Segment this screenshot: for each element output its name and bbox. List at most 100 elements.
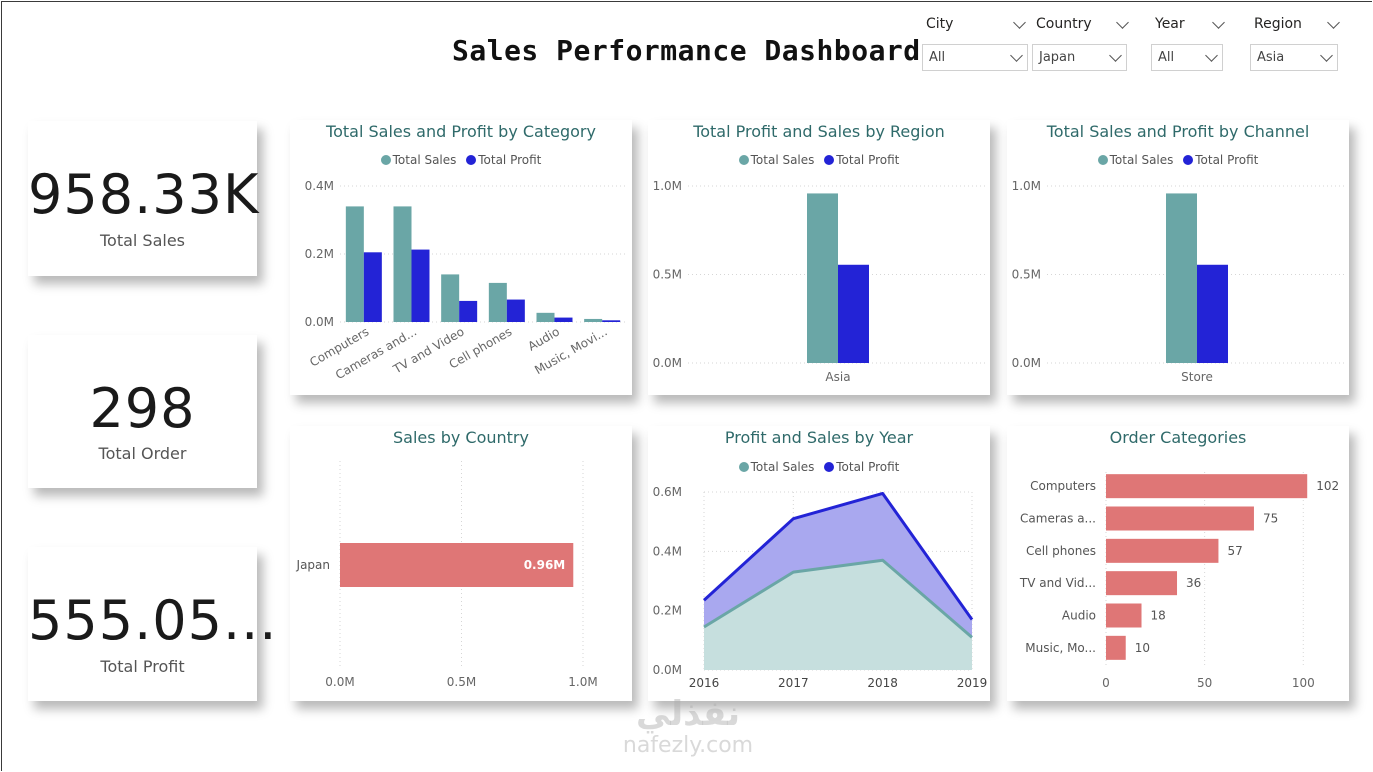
- y-tick-label: 0.4M: [653, 544, 682, 558]
- x-tick-label: 2018: [867, 676, 898, 690]
- x-tick-label: 0.0M: [325, 675, 354, 689]
- kpi-label: Total Sales: [99, 231, 186, 250]
- chart-legend: Total Sales Total Profit: [648, 153, 990, 167]
- data-label: 102: [1316, 479, 1339, 493]
- y-tick-label: 0.2M: [305, 247, 334, 261]
- x-tick-label: Asia: [825, 370, 850, 384]
- bar-sales: [345, 206, 364, 322]
- chart-legend: Total Sales Total Profit: [290, 153, 632, 167]
- bar-sales: [393, 206, 412, 322]
- y-tick-label: 0.5M: [653, 268, 682, 282]
- bar-order: [1106, 474, 1308, 499]
- chart-year: 0.0M 0.2M 0.4M 0.6M 2016 2017 2018 2019: [653, 485, 988, 690]
- chart-title: Order Categories: [1109, 428, 1247, 447]
- kpi-value: 555.05...: [28, 589, 278, 652]
- legend-profit-label: Total Profit: [478, 153, 542, 167]
- chevron-down-icon[interactable]: [1212, 16, 1225, 30]
- slicer-year-dropdown[interactable]: All: [1151, 44, 1223, 71]
- y-tick-label: 0.0M: [1012, 356, 1041, 370]
- kpi-card-total-profit: 555.05... Total Profit: [28, 547, 278, 701]
- bar-sales: [488, 282, 507, 322]
- chart-orders: 0 50 100 Computers 102 Cameras a... 75 Cell pho…: [1019, 472, 1339, 690]
- bar-order: [1106, 603, 1142, 628]
- x-tick-label: Store: [1181, 370, 1213, 384]
- watermark-latin: nafezly.com: [622, 733, 754, 758]
- y-tick-label: TV and Vid...: [1019, 576, 1096, 590]
- x-tick-label: 1.0M: [568, 675, 597, 689]
- chart-channel: 0.0M 0.5M 1.0M Store: [1012, 179, 1347, 384]
- slicer-country[interactable]: Country Japan: [1032, 14, 1129, 74]
- x-tick-label: 2016: [689, 676, 720, 690]
- y-tick-label: 0.0M: [305, 315, 334, 329]
- y-tick-label: 0.2M: [653, 604, 682, 618]
- x-tick-label: Audio: [525, 324, 562, 353]
- bar-profit: [506, 299, 525, 322]
- chart-panel-orders: Order Categories 0 50 100 Computers 102 Camer…: [1007, 426, 1349, 701]
- legend-sales-label: Total Sales: [750, 460, 815, 474]
- x-tick-label: 0: [1102, 676, 1110, 690]
- slicer-region[interactable]: Region Asia: [1250, 14, 1340, 74]
- slicer-year[interactable]: Year All: [1151, 14, 1225, 74]
- x-tick-label: 2019: [957, 676, 988, 690]
- chevron-down-icon: [1010, 49, 1023, 63]
- legend-profit-dot: [1183, 155, 1194, 165]
- chart-panel-channel: Total Sales and Profit by Channel Total …: [1007, 120, 1349, 395]
- kpi-label: Total Profit: [100, 657, 185, 676]
- watermark-arabic: نفذلي: [635, 694, 741, 734]
- x-tick-label: 0.5M: [447, 675, 476, 689]
- legend-sales-dot: [738, 155, 749, 165]
- bar-sales: [807, 193, 838, 363]
- legend-profit-label: Total Profit: [1195, 153, 1259, 167]
- legend-profit-dot: [824, 155, 835, 165]
- kpi-label: Total Order: [98, 444, 187, 463]
- slicer-year-value: All: [1158, 50, 1175, 65]
- slicer-city-value: All: [929, 50, 946, 65]
- slicer-country-label: Country: [1036, 16, 1092, 32]
- chart-panel-category: Total Sales and Profit by Category Total…: [290, 120, 632, 395]
- bar-sales: [584, 318, 603, 322]
- slicer-region-label: Region: [1254, 16, 1302, 32]
- chart-title: Sales by Country: [393, 428, 529, 447]
- slicer-region-value: Asia: [1257, 50, 1285, 65]
- bar-sales: [1166, 193, 1197, 363]
- bar-order: [1106, 538, 1219, 563]
- page-title: Sales Performance Dashboard: [452, 34, 921, 67]
- bar-profit: [838, 264, 869, 363]
- bar-profit: [411, 249, 430, 322]
- chevron-down-icon: [1205, 49, 1218, 63]
- y-tick-label: 1.0M: [653, 179, 682, 193]
- x-tick-label: Cameras and...: [333, 324, 419, 382]
- data-label: 36: [1186, 576, 1201, 590]
- bar-sales: [441, 274, 460, 322]
- y-tick-label: 0.0M: [653, 356, 682, 370]
- x-tick-label: 50: [1197, 676, 1212, 690]
- chevron-down-icon[interactable]: [1116, 16, 1129, 30]
- chevron-down-icon[interactable]: [1327, 16, 1340, 30]
- y-tick-label: 1.0M: [1012, 179, 1041, 193]
- slicer-city[interactable]: City All: [922, 14, 1028, 74]
- chevron-down-icon[interactable]: [1013, 16, 1026, 30]
- y-tick-label: Cameras a...: [1020, 512, 1096, 526]
- y-tick-label: Computers: [1030, 479, 1096, 493]
- data-label: 10: [1135, 641, 1150, 655]
- legend-profit-dot: [824, 462, 835, 472]
- y-tick-label: Japan: [296, 558, 330, 572]
- chart-title: Profit and Sales by Year: [724, 428, 914, 447]
- legend-sales-label: Total Sales: [1109, 153, 1174, 167]
- chart-region: 0.0M 0.5M 1.0M Asia: [653, 179, 988, 384]
- slicer-country-dropdown[interactable]: Japan: [1032, 44, 1127, 71]
- watermark: نفذلي nafezly.com: [598, 694, 778, 758]
- legend-sales-label: Total Sales: [750, 153, 815, 167]
- bar-sales: [536, 312, 555, 322]
- data-label: 75: [1263, 512, 1278, 526]
- chart-panel-country: Sales by Country 0.0M 0.5M 1.0M Japan 0.96M: [290, 426, 632, 701]
- y-tick-label: 0.5M: [1012, 268, 1041, 282]
- slicer-city-dropdown[interactable]: All: [922, 44, 1028, 71]
- slicer-country-value: Japan: [1039, 50, 1076, 65]
- slicer-region-dropdown[interactable]: Asia: [1250, 44, 1338, 71]
- legend-profit-dot: [466, 155, 477, 165]
- bar-order: [1106, 635, 1126, 660]
- y-tick-label: Audio: [1062, 609, 1096, 623]
